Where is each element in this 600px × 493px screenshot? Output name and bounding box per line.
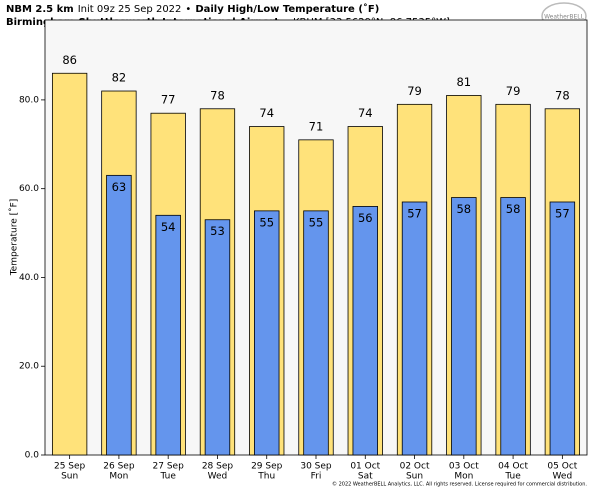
x-tick-label: Tue xyxy=(159,472,176,482)
init: Init 09z 25 Sep 2022 xyxy=(78,4,182,15)
y-axis-label: Temperature [˚F] xyxy=(9,199,20,277)
bar xyxy=(254,210,280,456)
bar xyxy=(401,201,428,456)
value-label: 53 xyxy=(210,224,225,238)
model: NBM 2.5 km xyxy=(6,4,74,15)
x-tick-label: Mon xyxy=(109,472,128,482)
value-label: 81 xyxy=(456,75,471,89)
header-line-1: NBM 2.5 km Init 09z 25 Sep 2022 • Daily Hig… xyxy=(6,3,379,15)
value-label: 55 xyxy=(309,215,324,229)
value-label: 82 xyxy=(112,71,127,85)
x-tick-label: Mon xyxy=(454,472,473,482)
value-label: 57 xyxy=(407,206,422,220)
x-tick-label: 26 Sep xyxy=(103,462,135,472)
x-tick-label: 30 Sep xyxy=(300,462,332,472)
x-tick-label: Tue xyxy=(504,472,521,482)
product: Daily High/Low Temperature (˚F) xyxy=(195,3,379,15)
x-tick-label: Wed xyxy=(208,472,228,482)
y-tick-label: 20.0 xyxy=(19,362,39,372)
x-tick-label: Thu xyxy=(257,472,275,482)
value-label: 78 xyxy=(555,88,570,102)
logo: WeatherBELL xyxy=(544,14,585,21)
value-label: 86 xyxy=(62,53,77,67)
x-tick-label: 28 Sep xyxy=(202,462,234,472)
x-tick-label: Wed xyxy=(553,472,573,482)
x-tick-label: 25 Sep xyxy=(54,462,86,472)
x-tick-label: Sun xyxy=(406,472,423,482)
bar xyxy=(352,206,378,456)
bar xyxy=(155,214,181,456)
y-tick-label: 0.0 xyxy=(25,451,40,461)
bar xyxy=(106,174,132,456)
x-tick-label: 27 Sep xyxy=(153,462,185,472)
x-tick-label: 29 Sep xyxy=(251,462,283,472)
value-label: 63 xyxy=(112,180,127,194)
value-label: 78 xyxy=(210,88,225,102)
value-label: 56 xyxy=(358,211,373,225)
bar xyxy=(51,72,88,456)
value-label: 55 xyxy=(259,215,274,229)
value-label: 58 xyxy=(506,202,521,216)
value-label: 74 xyxy=(358,106,373,120)
x-tick-label: 05 Oct xyxy=(547,462,577,472)
x-tick-label: Sat xyxy=(358,472,373,482)
x-tick-label: Fri xyxy=(311,472,322,482)
value-label: 79 xyxy=(506,84,521,98)
value-label: 74 xyxy=(259,106,274,120)
bar xyxy=(303,210,329,456)
x-tick-label: Sun xyxy=(61,472,78,482)
x-tick-label: 04 Oct xyxy=(498,462,528,472)
x-tick-label: 01 Oct xyxy=(350,462,380,472)
value-label: 71 xyxy=(309,119,324,133)
value-label: 79 xyxy=(407,84,422,98)
bar xyxy=(204,219,231,456)
y-tick-label: 40.0 xyxy=(19,273,39,283)
y-tick-label: 80.0 xyxy=(19,95,39,105)
value-label: 54 xyxy=(161,220,176,234)
bar xyxy=(500,197,526,456)
bar xyxy=(451,197,477,456)
y-tick-label: 60.0 xyxy=(19,184,39,194)
value-label: 57 xyxy=(555,206,570,220)
footer: © 2022 WeatherBELL Analytics, LLC. All r… xyxy=(332,481,587,488)
bar xyxy=(549,201,576,456)
x-tick-label: 02 Oct xyxy=(400,462,430,472)
value-label: 58 xyxy=(456,202,471,216)
value-label: 77 xyxy=(161,93,176,107)
x-tick-label: 03 Oct xyxy=(449,462,479,472)
